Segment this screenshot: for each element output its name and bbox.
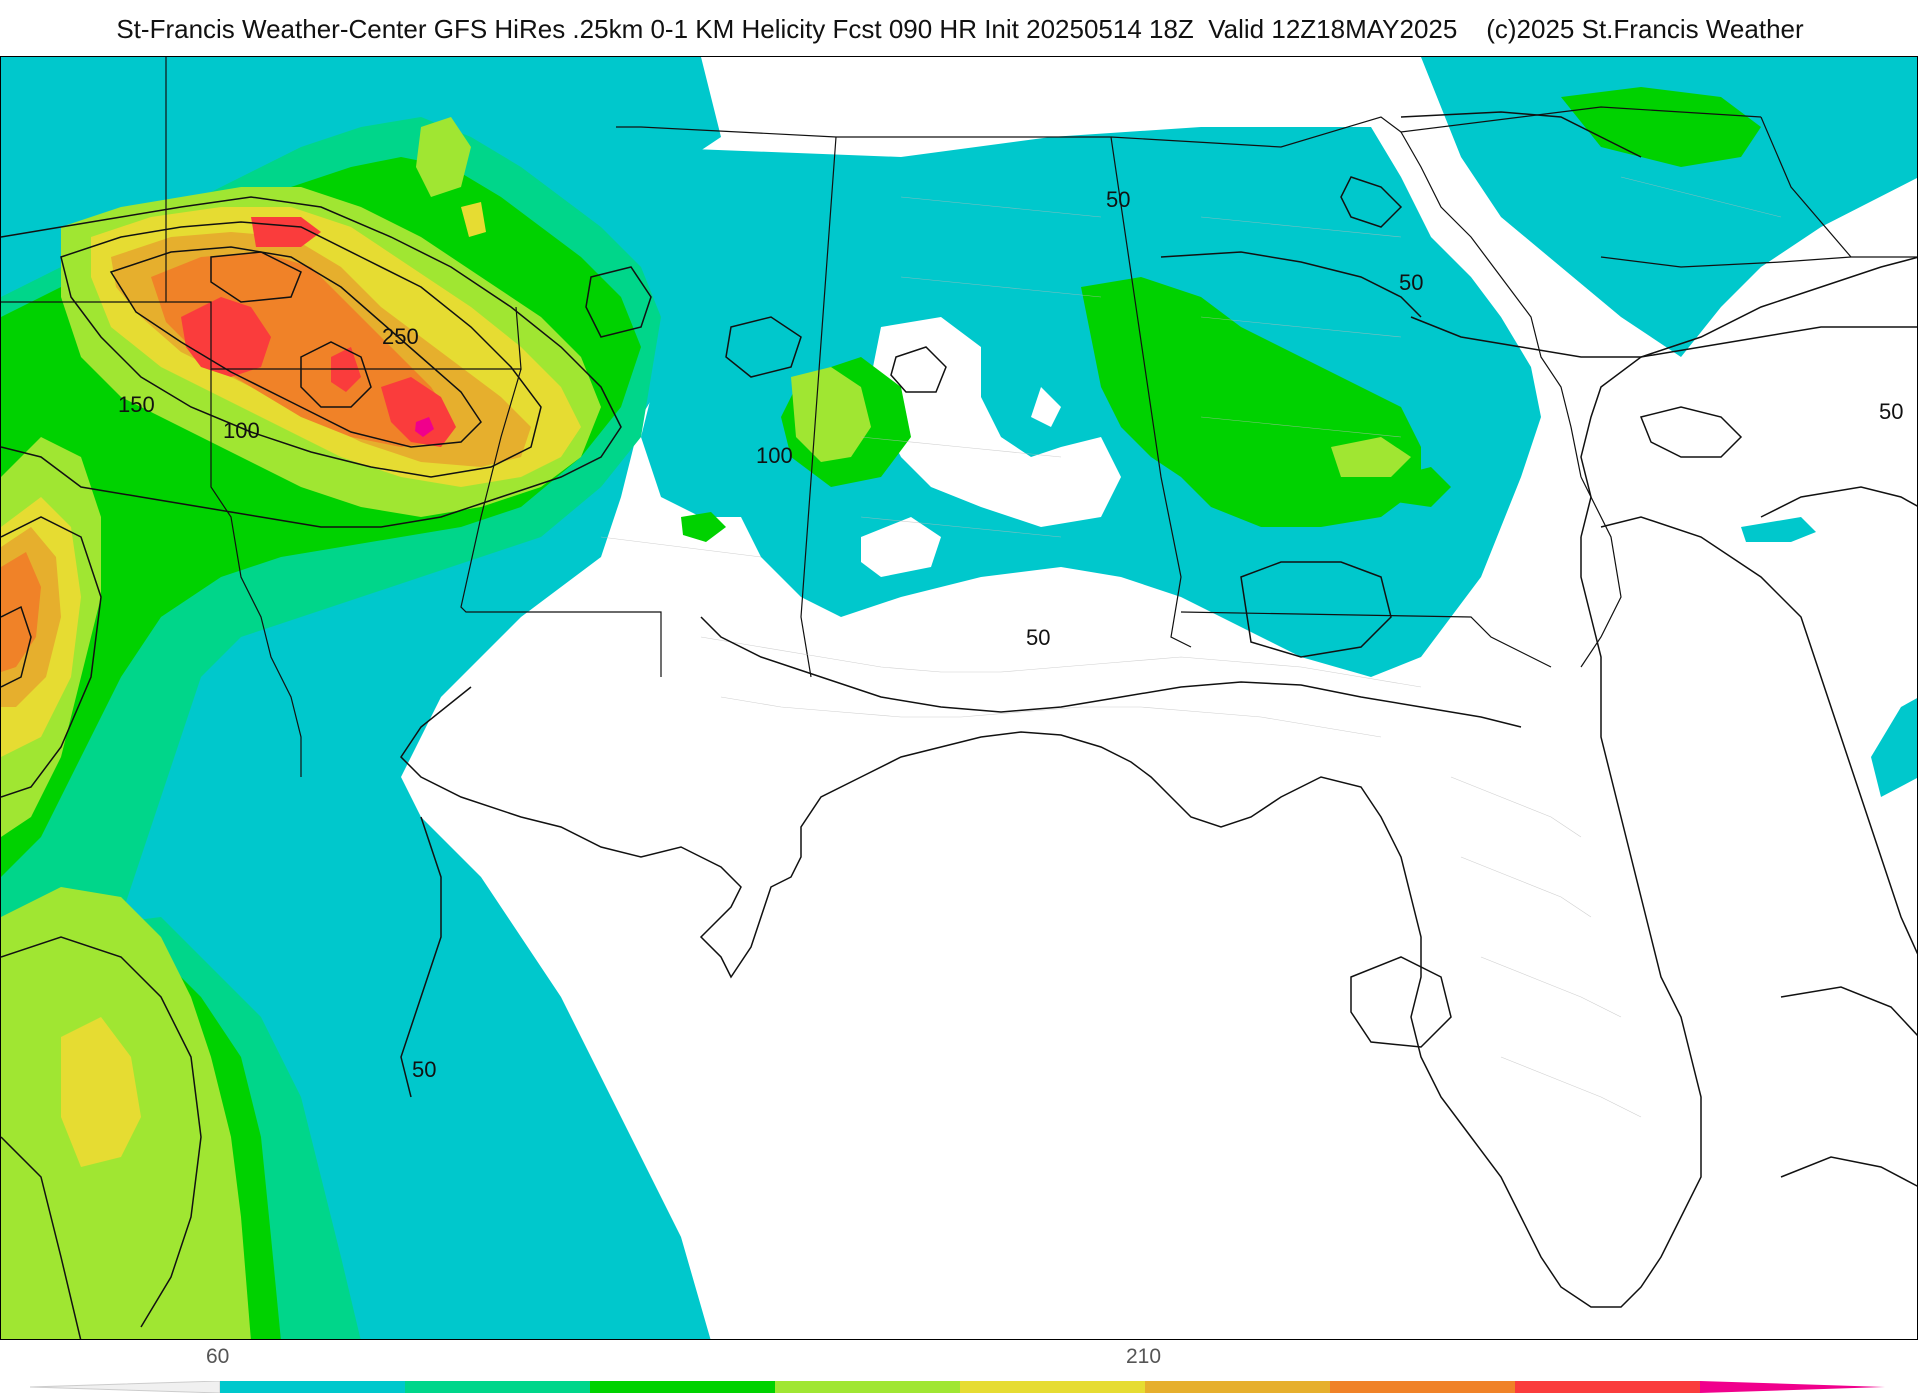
- colorbar-tick-60: 60: [206, 1345, 230, 1368]
- weather-map[interactable]: 50 50 50 50 50 100 100 150 250: [0, 56, 1918, 1340]
- colorbar-segment: [590, 1381, 775, 1393]
- map-title: St-Francis Weather-Center GFS HiRes .25k…: [116, 14, 1804, 44]
- contour-label-50-east: 50: [1879, 399, 1903, 424]
- colorbar-segment: [1330, 1381, 1515, 1393]
- colorbar-tick-210: 210: [1126, 1345, 1162, 1368]
- contour-label-50-coast: 50: [1026, 625, 1050, 650]
- contour-label-50-north: 50: [1106, 187, 1130, 212]
- colorbar-segment: [405, 1381, 590, 1393]
- contour-label-100-central: 100: [756, 443, 793, 468]
- contour-label-50-gulf: 50: [412, 1057, 436, 1082]
- colorbar-segment: [775, 1381, 960, 1393]
- colorbar-segment: [1515, 1381, 1700, 1393]
- contour-label-250: 250: [382, 324, 419, 349]
- county-borders: [600, 176, 1782, 1118]
- helicity-map-svg: 50 50 50 50 50 100 100 150 250: [1, 57, 1917, 1339]
- contour-label-100-west: 100: [223, 418, 260, 443]
- contour-label-50-ga: 50: [1399, 270, 1423, 295]
- colorbar-segment: [220, 1381, 405, 1393]
- colorbar-segment: [1145, 1381, 1330, 1393]
- colorbar-min-triangle: [30, 1381, 221, 1393]
- colorbar-segment: [960, 1381, 1145, 1393]
- contour-labels: 50 50 50 50 50 100 100 150 250: [118, 187, 1903, 1082]
- colorbar-segments: [30, 1381, 1885, 1393]
- contour-label-150: 150: [118, 392, 155, 417]
- helicity-contours: [1, 111, 1917, 1339]
- colorbar-max-triangle: [1700, 1381, 1885, 1393]
- helicity-shading: [1, 57, 1917, 1339]
- colorbar: [30, 1381, 1885, 1393]
